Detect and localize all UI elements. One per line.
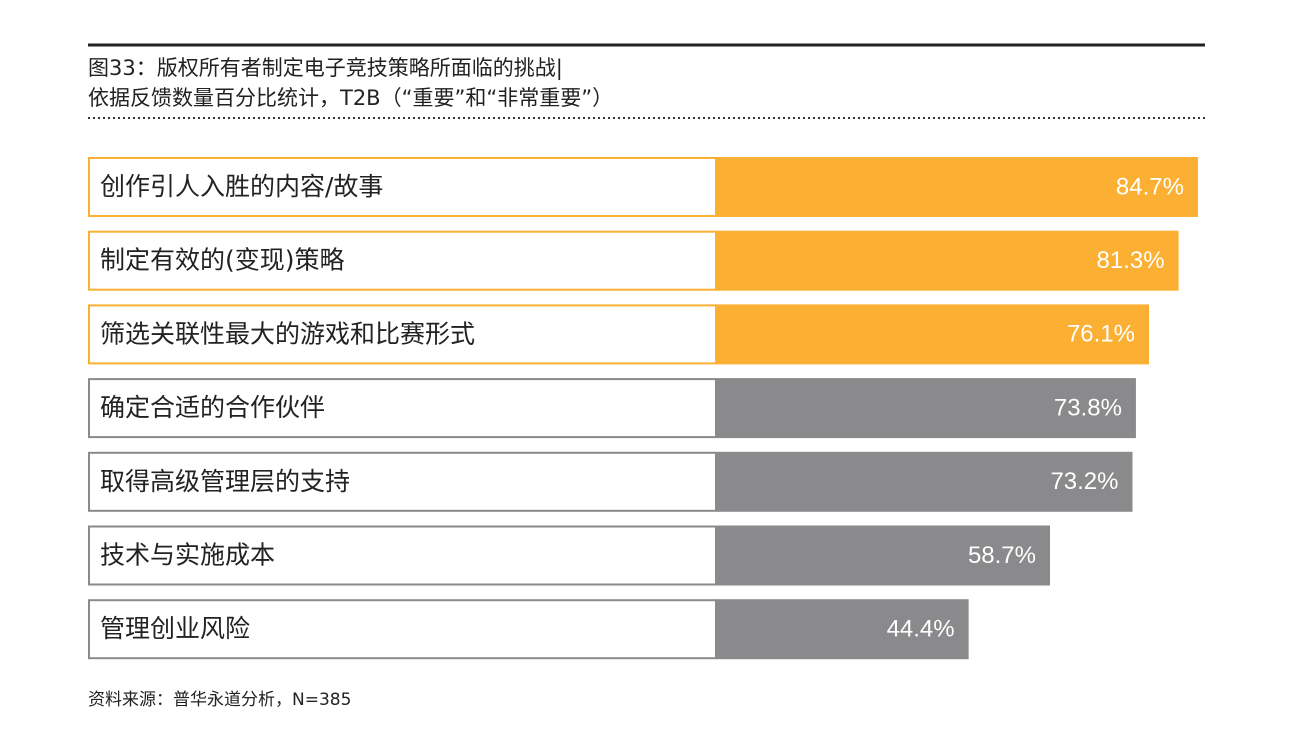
- label-box: [88, 378, 717, 439]
- category-label: 取得高级管理层的支持: [100, 467, 350, 496]
- bar: [716, 304, 1150, 365]
- label-box: [88, 451, 717, 512]
- bar: [716, 378, 1136, 439]
- category-label: 确定合适的合作伙伴: [100, 393, 325, 422]
- value-label: 58.7%: [968, 542, 1036, 569]
- chart-title: 图33：版权所有者制定电子竞技策略所面临的挑战|: [88, 56, 563, 81]
- bar: [716, 525, 1051, 586]
- bar: [716, 157, 1198, 217]
- category-label: 技术与实施成本: [100, 541, 275, 570]
- value-label: 73.2%: [1050, 468, 1118, 495]
- category-label: 制定有效的(变现)策略: [100, 246, 345, 275]
- bar: [716, 599, 969, 660]
- bar: [716, 230, 1179, 291]
- value-label: 81.3%: [1097, 247, 1165, 274]
- label-box: [88, 157, 717, 217]
- value-label: 76.1%: [1067, 321, 1135, 348]
- value-label: 44.4%: [887, 616, 955, 643]
- source-note: 资料来源：普华永道分析，N=385: [88, 690, 351, 710]
- bar: [716, 451, 1133, 512]
- category-label: 创作引人入胜的内容/故事: [100, 172, 383, 201]
- chart-subtitle: 依据反馈数量百分比统计，T2B（“重要”和“非常重要”）: [88, 86, 613, 110]
- category-label: 管理创业风险: [100, 614, 250, 643]
- value-label: 84.7%: [1116, 173, 1184, 200]
- category-label: 筛选关联性最大的游戏和比赛形式: [100, 319, 475, 348]
- label-box: [88, 230, 717, 291]
- value-label: 73.8%: [1054, 394, 1122, 421]
